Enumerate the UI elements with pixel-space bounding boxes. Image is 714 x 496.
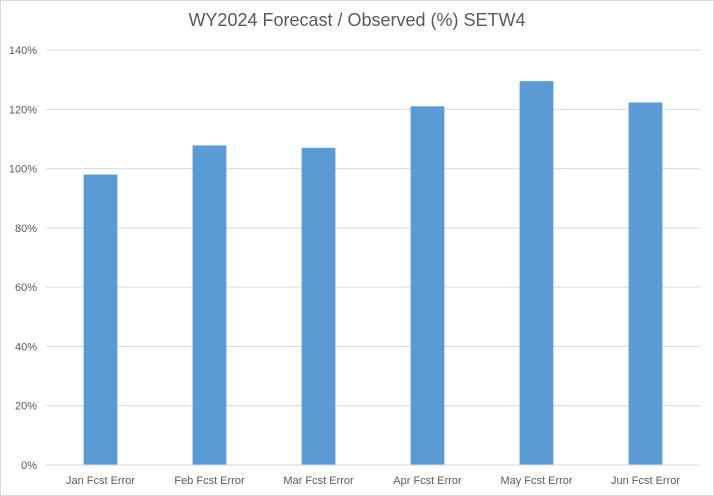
y-tick-label: 40%	[15, 341, 37, 353]
chart-title: WY2024 Forecast / Observed (%) SETW4	[188, 10, 526, 30]
y-tick-label: 100%	[9, 164, 37, 176]
bar	[301, 147, 336, 466]
x-tick-label: May Fcst Error	[500, 475, 572, 487]
bars	[83, 81, 663, 466]
y-tick-label: 60%	[15, 282, 37, 294]
bar	[628, 102, 663, 465]
y-tick-label: 0%	[21, 460, 37, 472]
bar	[192, 145, 227, 465]
x-tick-label: Mar Fcst Error	[283, 475, 354, 487]
bar	[519, 81, 554, 465]
x-tick-label: Jan Fcst Error	[66, 475, 135, 487]
gridlines	[46, 49, 700, 407]
y-tick-label: 120%	[9, 104, 37, 116]
x-axis-ticks: Jan Fcst Error Feb Fcst Error Mar Fcst Err…	[66, 475, 680, 487]
bar	[410, 106, 445, 466]
y-axis-ticks: 0% 20% 40% 60% 80% 100% 120% 140%	[9, 45, 37, 472]
y-tick-label: 80%	[15, 223, 37, 235]
bar	[83, 174, 118, 465]
x-tick-label: Jun Fcst Error	[611, 475, 680, 487]
x-tick-label: Feb Fcst Error	[174, 475, 245, 487]
x-tick-label: Apr Fcst Error	[393, 475, 462, 487]
y-tick-label: 20%	[15, 401, 37, 413]
y-tick-label: 140%	[9, 45, 37, 57]
